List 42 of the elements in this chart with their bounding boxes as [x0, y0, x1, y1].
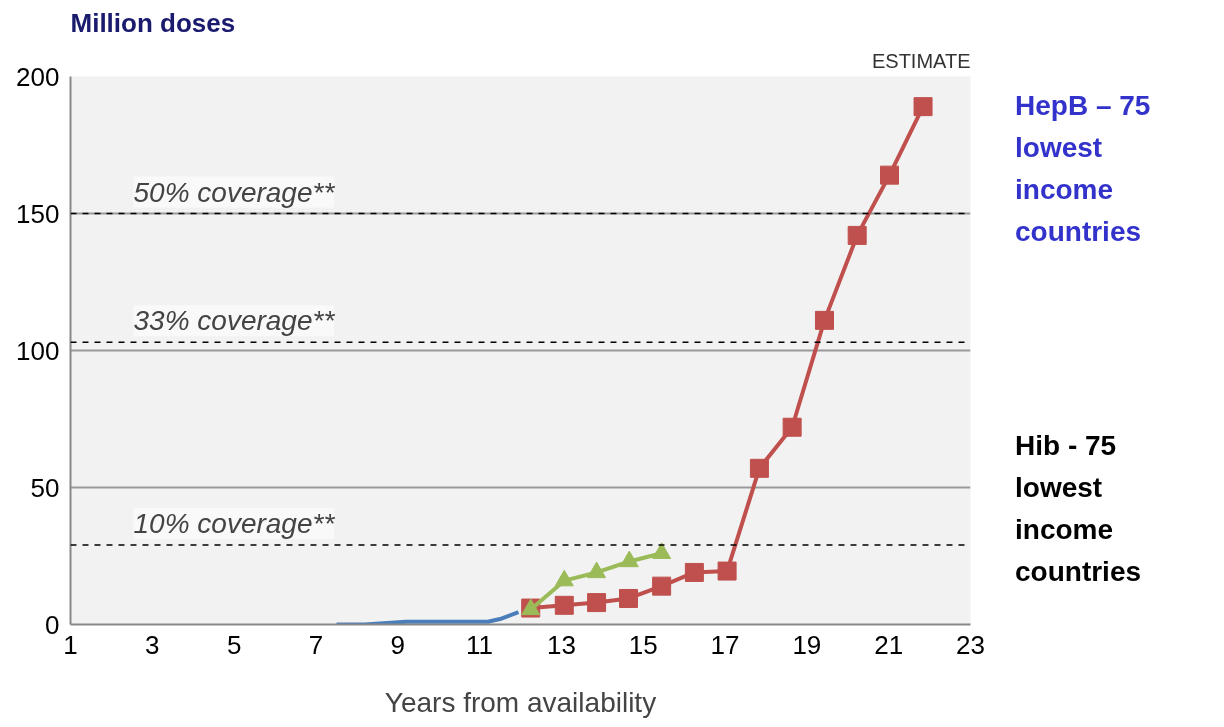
point	[587, 561, 607, 579]
point	[880, 165, 899, 185]
x-tick-label: 17	[710, 629, 740, 660]
point	[847, 225, 867, 245]
point	[554, 595, 574, 615]
point	[717, 561, 737, 581]
x-tick-label: 5	[226, 629, 242, 660]
x-tick-label: 19	[792, 629, 822, 660]
y-tick-label: 150	[16, 198, 60, 229]
x-tick-label: 7	[308, 629, 324, 660]
x-tick-label: 1	[63, 629, 78, 660]
point	[652, 576, 672, 596]
ref-line-label: 50% coverage**	[133, 176, 336, 208]
text: Hib - 75 lowest income countries	[1015, 429, 1143, 589]
point	[782, 417, 802, 437]
ref-line-label: 33% coverage**	[133, 305, 336, 337]
point	[814, 310, 834, 330]
x-tick-label: 13	[546, 629, 576, 660]
x-tick-label: 15	[628, 629, 658, 660]
point	[587, 593, 607, 613]
point	[913, 97, 933, 117]
y-tick-label: 200	[16, 61, 60, 92]
x-tick-label: 21	[874, 629, 904, 660]
point	[619, 588, 638, 608]
point	[619, 550, 639, 568]
x-tick-label: 3	[145, 629, 160, 660]
x-axis-title: Years from availability	[384, 686, 657, 718]
x-tick-label: 11	[466, 629, 494, 660]
text: ESTIMATE	[871, 49, 971, 72]
point	[554, 569, 574, 587]
point	[652, 542, 672, 559]
y-axis-title: Million doses	[70, 7, 236, 38]
x-tick-label: 9	[390, 629, 406, 660]
y-tick-label: 50	[30, 472, 60, 503]
x-tick-label: 23	[956, 629, 985, 660]
point	[749, 458, 769, 478]
text: HepB – 75 lowest income countries	[1015, 89, 1152, 249]
line-series	[334, 610, 521, 625]
y-tick-label: 100	[16, 335, 60, 366]
y-tick-label: 0	[45, 609, 60, 640]
point	[684, 562, 704, 582]
ref-line-label: 10% coverage**	[133, 508, 336, 540]
